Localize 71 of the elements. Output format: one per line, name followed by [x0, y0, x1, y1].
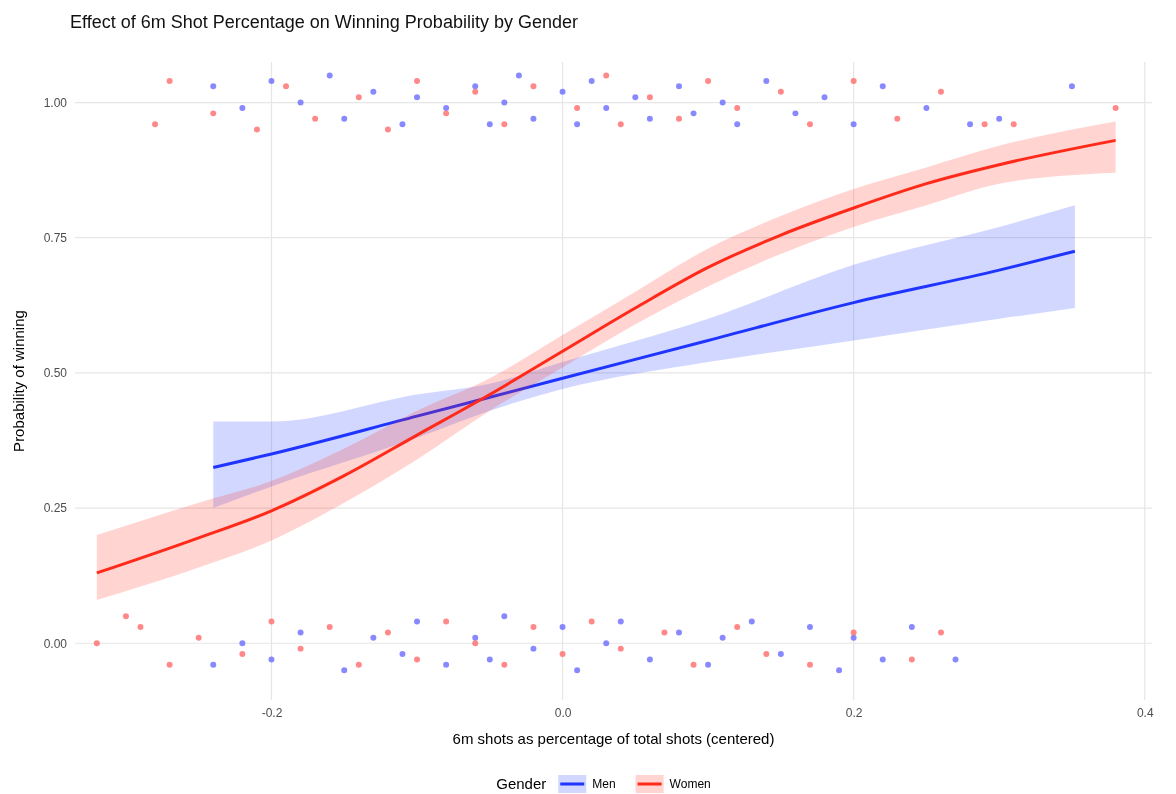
x-tick-label: 0.4	[1136, 705, 1154, 720]
point	[617, 645, 624, 652]
point	[166, 661, 173, 668]
point	[603, 72, 610, 79]
point	[326, 624, 333, 630]
point	[472, 88, 479, 95]
point	[806, 661, 813, 668]
point	[574, 104, 581, 111]
point	[1112, 104, 1119, 111]
point	[763, 651, 770, 658]
point	[355, 94, 362, 101]
point	[443, 618, 450, 625]
point	[981, 121, 988, 128]
x-tick-label: -0.2	[261, 705, 283, 720]
x-tick-label: 0.0	[554, 705, 572, 720]
point	[384, 629, 391, 636]
point	[472, 640, 479, 647]
point	[268, 618, 275, 625]
chart-title: Effect of 6m Shot Percentage on Winning Probability by Gender	[70, 12, 578, 32]
point	[443, 110, 450, 117]
point	[588, 618, 595, 625]
y-tick-label: 0.75	[43, 231, 68, 246]
point	[283, 83, 290, 90]
point	[384, 126, 391, 133]
point	[414, 77, 421, 84]
point	[777, 88, 784, 95]
legend-title: Gender	[496, 775, 547, 792]
point	[850, 629, 857, 636]
point	[530, 624, 537, 630]
point	[137, 624, 144, 630]
point	[297, 645, 304, 652]
legend-label: Men	[592, 777, 616, 791]
point	[559, 651, 566, 658]
point	[617, 121, 624, 128]
x-axis-title: 6m shots as percentage of total shots (centered)	[452, 730, 775, 747]
y-axis-title: Probability of winning	[10, 310, 27, 452]
point	[734, 624, 741, 630]
y-tick-label: 0.00	[43, 636, 68, 651]
point	[1010, 121, 1017, 128]
point	[501, 661, 508, 668]
y-tick-label: 0.25	[43, 501, 68, 516]
point	[908, 656, 915, 663]
point	[705, 77, 712, 84]
point	[253, 126, 260, 133]
point	[239, 651, 246, 658]
y-tick-label: 1.00	[43, 95, 68, 110]
point	[312, 115, 319, 122]
point	[676, 115, 682, 122]
point	[93, 640, 100, 647]
point	[690, 661, 697, 668]
point	[501, 121, 508, 128]
point	[646, 94, 653, 101]
point	[806, 121, 813, 128]
point	[152, 121, 159, 128]
point	[661, 629, 668, 636]
point	[937, 88, 944, 95]
point	[195, 634, 202, 641]
legend-label: Women	[669, 777, 711, 791]
y-tick-label: 0.50	[43, 366, 68, 381]
line-series	[211, 249, 1077, 470]
point	[850, 77, 857, 84]
point	[937, 629, 944, 636]
point	[414, 656, 421, 663]
point	[210, 110, 217, 117]
point	[734, 104, 741, 111]
point	[530, 83, 537, 90]
point	[166, 77, 173, 84]
point	[355, 661, 362, 668]
point	[122, 613, 129, 620]
point	[894, 115, 901, 122]
x-tick-label: 0.2	[845, 705, 863, 720]
